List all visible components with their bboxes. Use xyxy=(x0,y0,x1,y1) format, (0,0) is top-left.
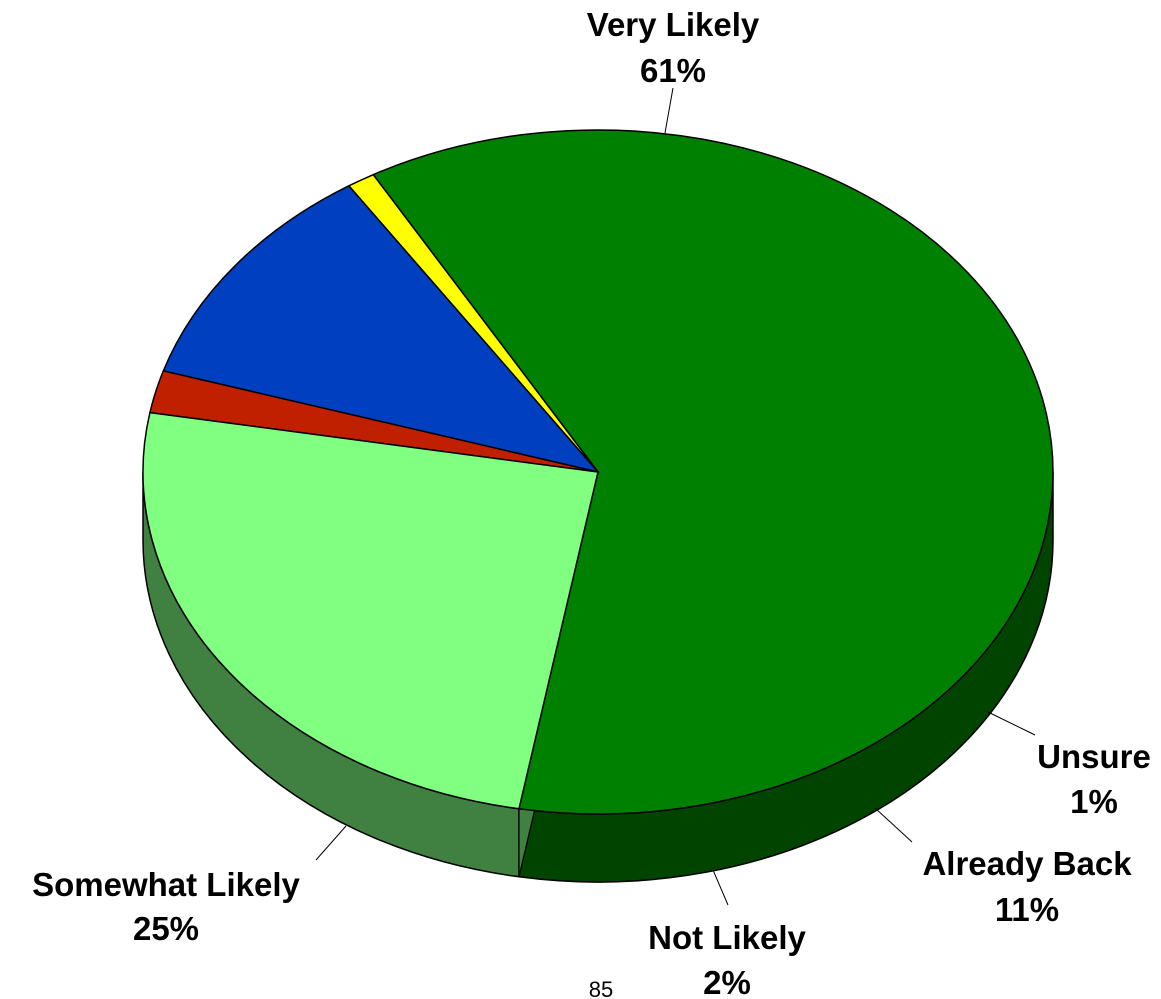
leader-lines xyxy=(315,87,1036,906)
value-label-already-back: 11% xyxy=(995,891,1059,928)
slice-labels: Very Likely 61% Unsure 1% Already Back 11% Not… xyxy=(32,6,1151,999)
label-unsure: Unsure xyxy=(1037,738,1151,775)
value-label-very-likely: 61% xyxy=(640,52,706,89)
label-somewhat-likely: Somewhat Likely xyxy=(32,866,300,903)
label-not-likely: Not Likely xyxy=(648,919,806,956)
slice-already-back xyxy=(162,184,601,474)
pie-slices xyxy=(142,129,1054,815)
label-already-back: Already Back xyxy=(922,845,1132,882)
leader-line-unsure xyxy=(987,711,1036,736)
value-label-unsure: 1% xyxy=(1070,783,1118,820)
leader-line-not-likely xyxy=(712,869,729,906)
value-label-somewhat-likely: 25% xyxy=(133,910,199,947)
slice-somewhat-likely xyxy=(142,411,599,810)
page-number: 85 xyxy=(589,977,613,999)
label-very-likely: Very Likely xyxy=(587,6,760,43)
value-label-not-likely: 2% xyxy=(703,964,751,999)
leader-line-somewhat-likely xyxy=(315,825,347,861)
leader-line-already-back xyxy=(874,807,913,843)
slice-very-likely xyxy=(372,129,1054,815)
leader-line-very-likely xyxy=(664,87,674,134)
